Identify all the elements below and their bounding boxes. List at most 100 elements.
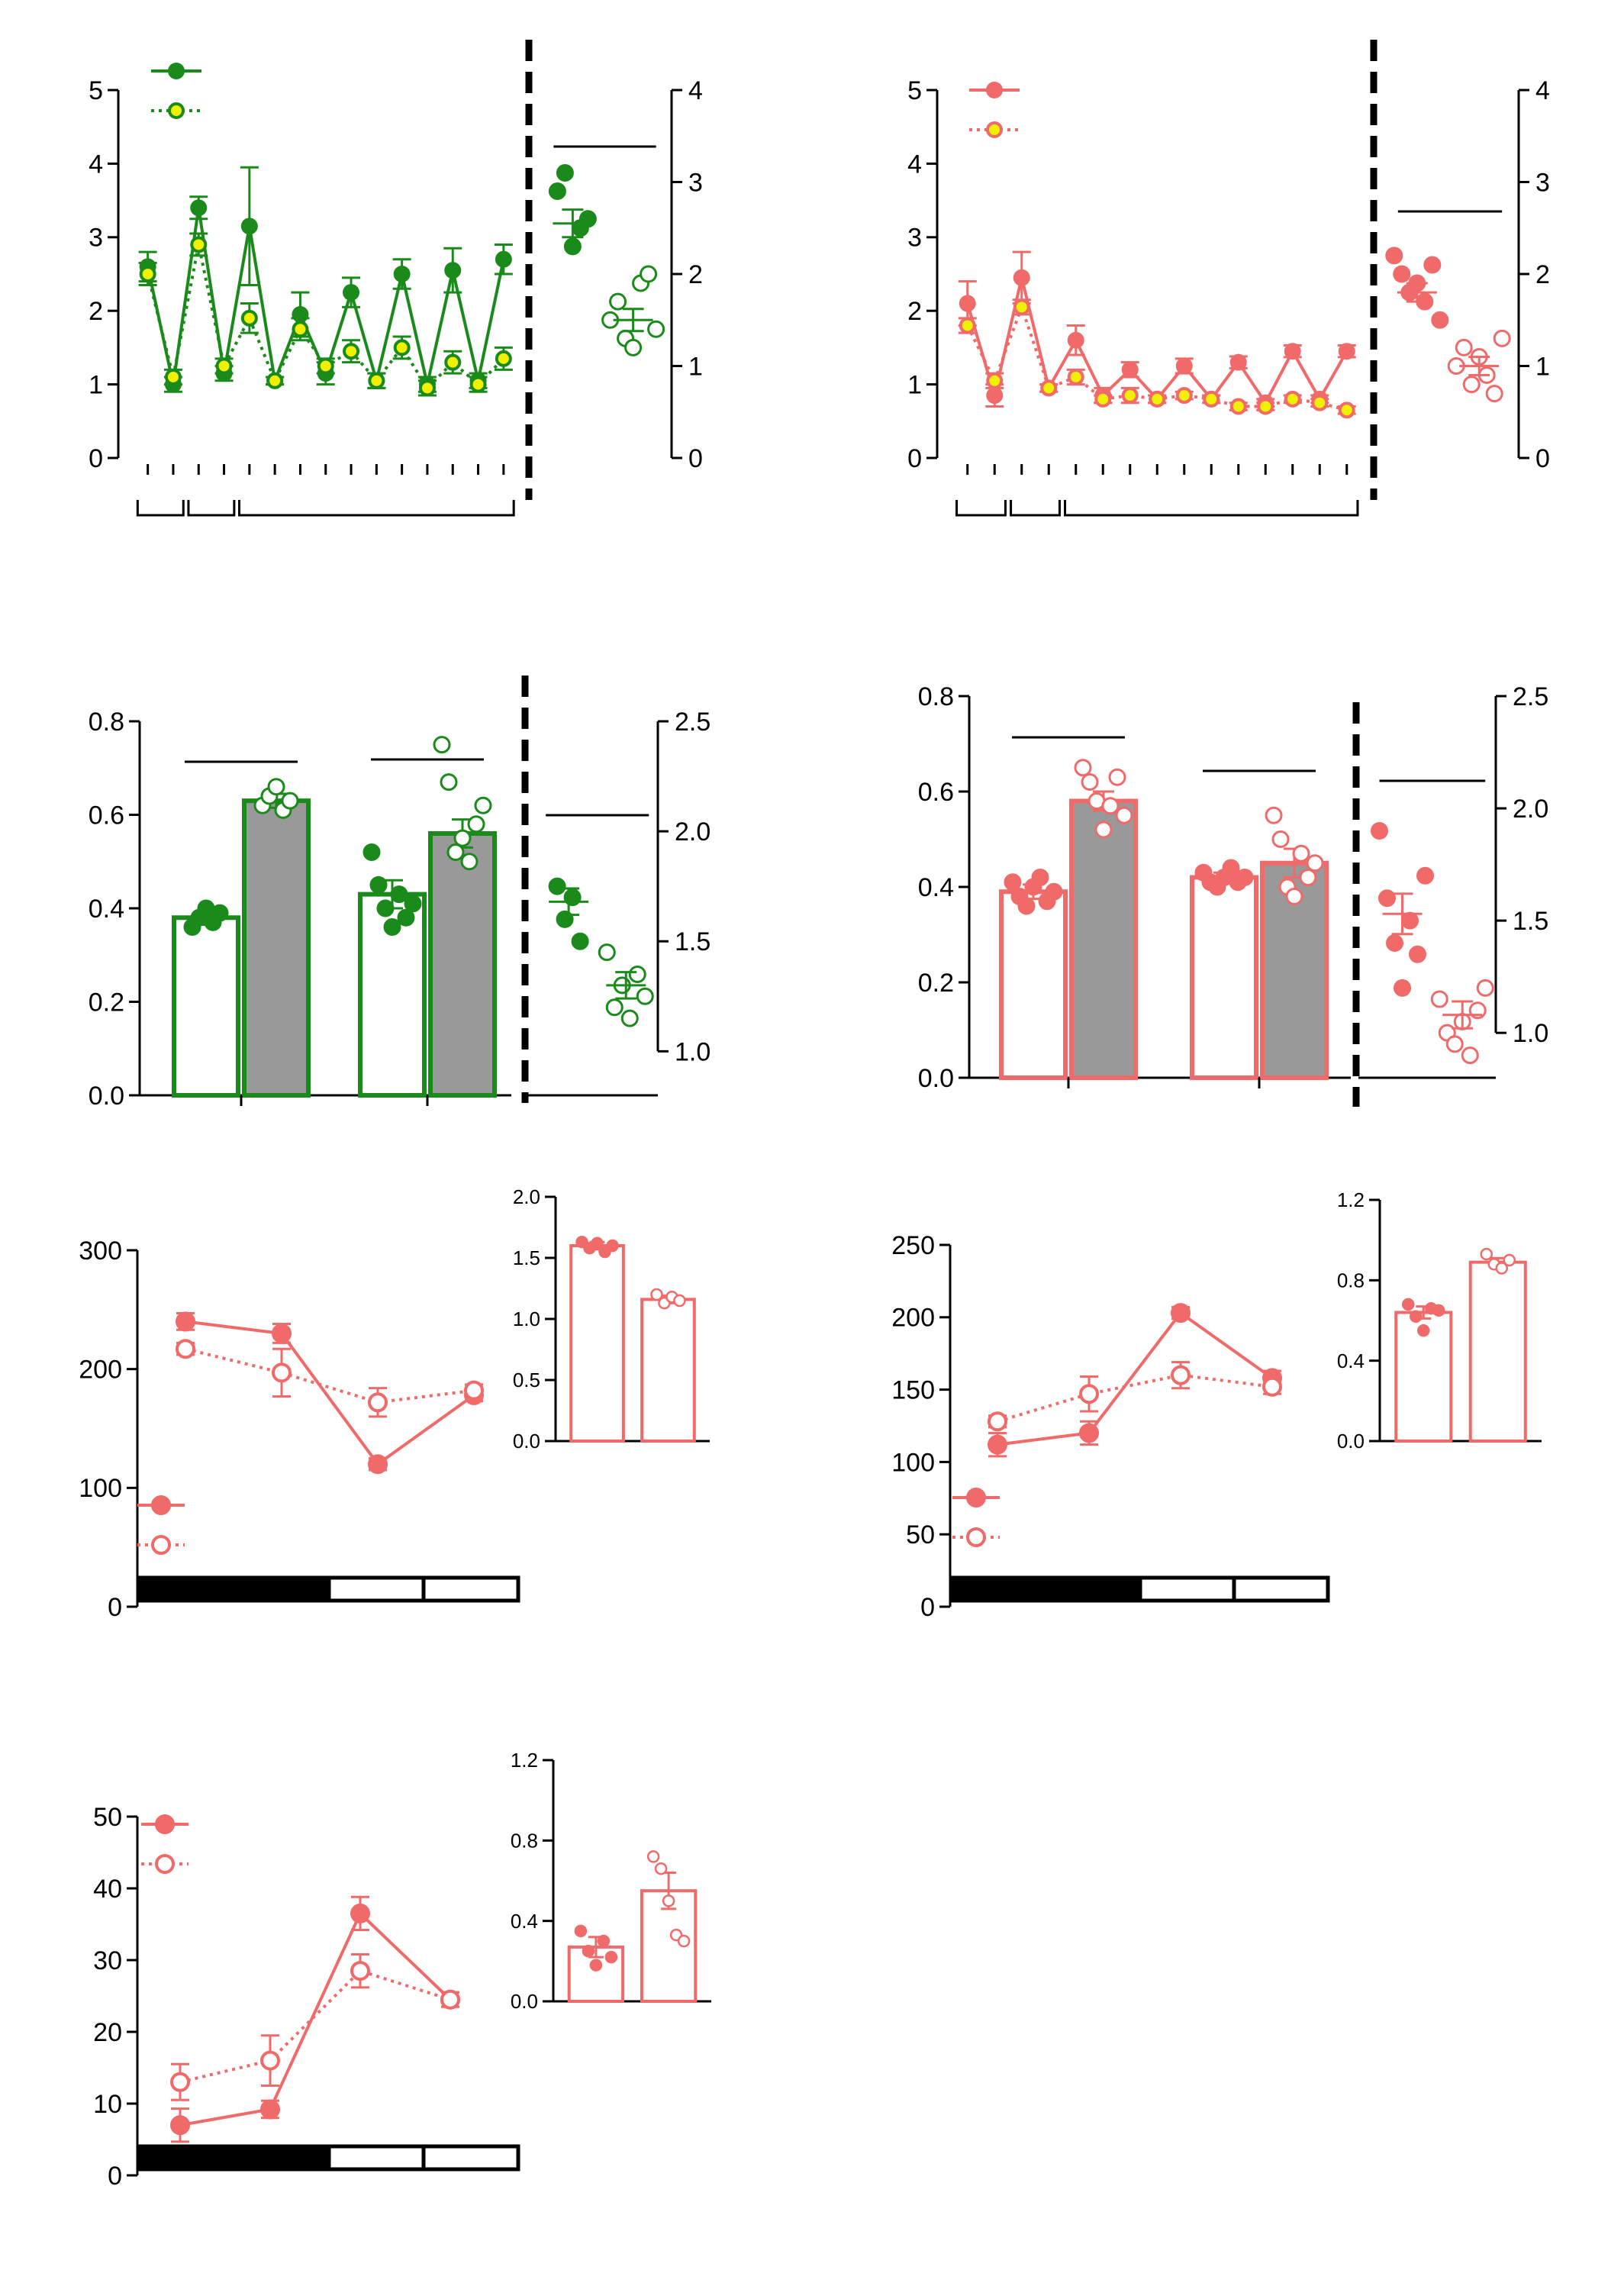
data-point [1229,353,1247,371]
data-point [609,292,627,311]
y-tick-label: 0 [108,2162,122,2191]
legend-marker [966,1488,986,1507]
bar [428,831,497,1098]
data-point [1271,830,1290,848]
data-point [1121,387,1139,405]
data-point [1265,806,1283,824]
right-tick-label: 2.5 [1513,682,1548,711]
data-point [1462,376,1481,394]
data-point [267,778,285,796]
data-point [139,266,156,282]
right-tick-label: 1.0 [675,1037,710,1066]
data-point [988,1411,1007,1432]
y-tick-label: 0 [920,1593,935,1622]
series-line [185,1347,475,1404]
legend-marker [155,1854,175,1874]
data-point [591,1237,604,1250]
group-bracket [1010,500,1061,517]
y-tick-label: 200 [79,1356,122,1385]
data-point [1081,773,1099,791]
data-point [1445,1035,1464,1053]
data-point [343,284,360,301]
inset-bar [640,1298,696,1443]
data-point [1285,888,1303,905]
data-point [1257,398,1274,415]
y-tick-label: 0.8 [918,682,954,711]
data-point [589,1959,603,1972]
data-point [662,1894,675,1907]
data-point [598,943,616,962]
data-point [986,387,1004,405]
y-tick-label: 3 [907,224,922,253]
inset-y-tick-label: 0.5 [513,1369,540,1391]
data-point [404,895,422,913]
inset-y-tick-label: 0.0 [513,1430,540,1453]
data-point [390,885,408,904]
data-point [368,1392,388,1413]
right-tick-label: 1 [1535,352,1550,381]
y-tick-label: 0 [89,444,103,473]
data-point [582,1944,595,1958]
data-point [1423,256,1442,274]
data-point [350,1961,370,1981]
light-phase-bar [327,1575,426,1603]
data-point [1306,854,1324,872]
data-point [460,853,478,871]
data-point [1284,343,1301,360]
data-point [170,2115,190,2136]
data-point [1371,821,1388,840]
y-tick-label: 40 [93,1875,122,1904]
data-point [215,357,233,375]
data-point [1480,1247,1494,1261]
series-line [997,1373,1273,1424]
data-point [383,918,401,936]
y-tick-label: 50 [906,1520,935,1549]
y-tick-label: 1 [907,371,922,400]
inset-y-tick-label: 0.8 [1337,1269,1365,1291]
data-point [1409,945,1426,963]
y-tick-label: 0.8 [89,708,124,737]
data-point [281,792,299,810]
data-point [640,265,658,283]
series-line [965,277,1348,406]
y-tick-label: 0.6 [89,801,124,830]
dark-phase-bar [137,1575,237,1603]
data-point [453,829,472,847]
data-point [571,932,589,950]
data-point [673,1294,686,1308]
data-point [240,309,258,327]
data-point [1416,1324,1430,1337]
dark-phase-bar [232,1575,331,1603]
data-point [1074,759,1092,777]
data-point [677,1934,691,1948]
data-point [628,965,646,983]
y-tick-label: 5 [907,76,922,105]
y-tick-label: 100 [79,1474,122,1503]
y-tick-label: 4 [907,150,922,179]
bar [242,798,311,1098]
legend-marker [168,63,185,79]
right-tick-label: 4 [688,76,703,105]
data-point [1101,797,1120,815]
right-tick-label: 2.5 [675,708,710,737]
legend-marker [168,102,185,119]
data-point [467,815,485,834]
series-line [179,1969,451,2084]
data-point [1236,869,1254,886]
data-point [620,1009,639,1027]
data-point [1455,338,1473,356]
dark-phase-bar [232,2144,331,2172]
data-point [464,1380,484,1401]
data-point [1385,247,1403,265]
legend-marker [986,121,1003,138]
y-tick-label: 0.2 [918,969,954,998]
data-point [444,353,462,371]
inset-y-tick-label: 0.0 [511,1990,538,2013]
y-tick-label: 300 [79,1237,122,1266]
light-phase-bar [327,2144,426,2172]
data-point [176,1311,195,1332]
data-point [1394,979,1411,997]
data-point [469,376,487,393]
bar [1069,798,1138,1080]
